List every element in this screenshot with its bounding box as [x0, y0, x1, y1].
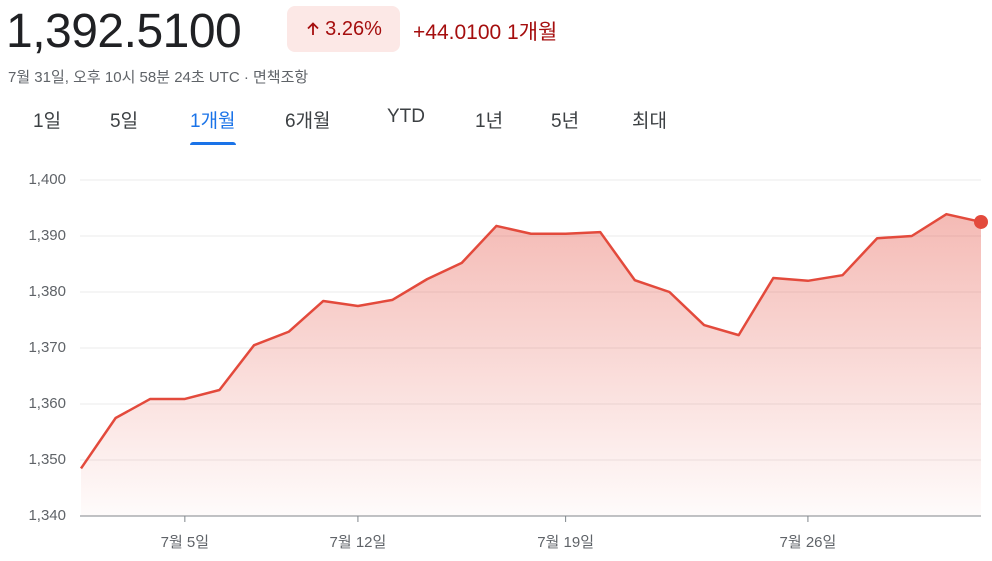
- x-tick-label: 7월 12일: [330, 534, 387, 551]
- range-tab[interactable]: 6개월: [285, 111, 331, 132]
- change-value: +44.0100: [413, 21, 502, 44]
- up-arrow: [307, 22, 319, 35]
- range-tab[interactable]: 1일: [33, 111, 62, 132]
- price: 1,392.5100: [6, 5, 242, 58]
- area: [81, 214, 981, 516]
- line: [79, 212, 982, 470]
- x-tick-label: 7월 19일: [537, 534, 594, 551]
- range-tab[interactable]: 1년: [475, 111, 504, 132]
- range-tab[interactable]: 1개월: [190, 106, 236, 145]
- y-tick-label: 1,400: [28, 171, 66, 188]
- range-tab[interactable]: 최대: [632, 111, 667, 132]
- x-tick-label: 7월 5일: [161, 534, 209, 551]
- range-tab[interactable]: 5일: [110, 111, 139, 132]
- change-badge: 3.26%: [287, 6, 400, 52]
- y-tick-label: 1,350: [28, 451, 66, 468]
- y-tick-label: 1,370: [28, 339, 66, 356]
- y-tick-label: 1,360: [28, 395, 66, 412]
- timestamp: 7월 31일, 오후 10시 58분 24초 UTC · 면책조항: [8, 69, 309, 86]
- change-percent: 3.26%: [325, 17, 382, 40]
- change: +44.0100 1개월: [413, 16, 557, 46]
- y-tick-label: 1,380: [28, 283, 66, 300]
- period: 1개월: [507, 21, 558, 44]
- range-tab[interactable]: 5년: [551, 111, 580, 132]
- x-tick-label: 7월 26일: [780, 534, 837, 551]
- y-tick-label: 1,390: [28, 227, 66, 244]
- range-tab[interactable]: YTD: [387, 106, 425, 127]
- last-point: [974, 214, 988, 229]
- y-tick-label: 1,340: [28, 507, 66, 524]
